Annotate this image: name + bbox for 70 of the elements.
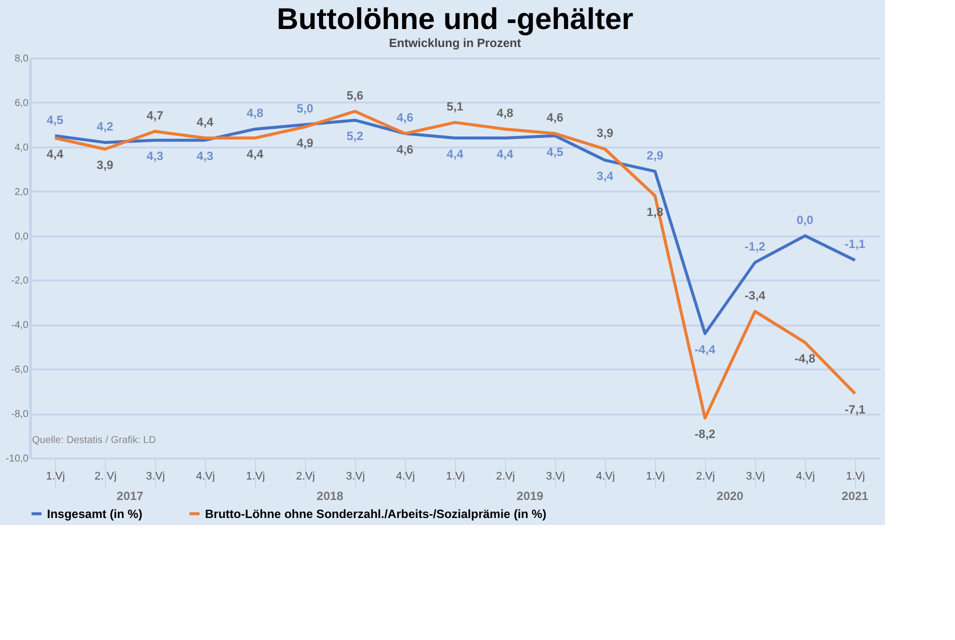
data-label: 4,4 — [496, 147, 514, 161]
data-label: 3,9 — [596, 126, 614, 140]
text: 2021 — [842, 489, 869, 503]
data-label: 5,2 — [346, 129, 364, 144]
chart-subtitle: Entwicklung in Prozent — [388, 36, 522, 50]
y-tick-label: -6,0 — [11, 364, 29, 376]
legend-label: Insgesamt (in %) — [47, 506, 142, 521]
data-label: 4,8 — [496, 106, 514, 120]
x-tick-label: 4.Vj — [396, 470, 415, 482]
x-tick-label: 1.Vj — [846, 470, 865, 482]
data-label: 4,7 — [146, 108, 164, 122]
y-tick-label: 6,0 — [14, 98, 29, 109]
x-tick-label: 1.Vj — [446, 470, 465, 482]
data-label: 3,9 — [96, 158, 114, 172]
data-label: -1,2 — [744, 239, 766, 254]
chart-title: Buttolöhne und -gehälter — [276, 3, 634, 36]
y-tick-label: 0,0 — [14, 231, 29, 242]
y-tick-label: -10,0 — [6, 454, 29, 464]
data-label: 4,5 — [46, 112, 64, 127]
y-tick-label: -8,0 — [11, 409, 29, 420]
x-tick-label: 2.Vj — [296, 470, 315, 482]
y-tick-label: -2,0 — [11, 276, 29, 287]
x-tick-label: 3.Vj — [146, 470, 165, 482]
text: 2018 — [316, 489, 344, 503]
data-label: 5,1 — [446, 99, 464, 114]
data-label: 2,9 — [646, 148, 664, 162]
text: 2017 — [116, 489, 144, 503]
x-tick-label: 3.Vj — [346, 470, 365, 482]
x-tick-label: 1.Vj — [246, 470, 265, 482]
x-tick-label: 2. Vj — [94, 470, 117, 482]
x-tick-label: 2.Vj — [496, 470, 515, 482]
y-tick-label: 2,0 — [14, 186, 29, 198]
data-label: 4,6 — [546, 110, 564, 125]
data-label: 4,4 — [46, 147, 64, 161]
x-tick-label: 2.Vj — [696, 470, 715, 482]
data-label: -1,1 — [844, 237, 866, 252]
data-label: -4,4 — [694, 342, 716, 357]
data-label: -3,4 — [744, 288, 766, 302]
data-label: 4,4 — [446, 147, 464, 161]
data-label: 4,3 — [196, 149, 214, 164]
x-tick-label: 4.Vj — [196, 470, 215, 482]
x-tick-label: 4.Vj — [596, 470, 615, 482]
data-label: 5,6 — [346, 88, 364, 102]
data-label: -8,2 — [694, 427, 716, 441]
text: 2019 — [516, 489, 544, 503]
x-tick-label: 1.Vj — [46, 470, 65, 482]
data-label: 4,6 — [396, 110, 414, 125]
y-tick-label: 8,0 — [14, 54, 29, 64]
y-tick-label: -4,0 — [11, 320, 29, 332]
data-label: 3,4 — [596, 169, 614, 184]
data-label: 4,5 — [546, 144, 564, 159]
data-label: 0,0 — [796, 212, 814, 227]
data-label: 4,6 — [396, 142, 414, 157]
data-label: 4,3 — [146, 149, 164, 164]
data-label: 4,4 — [246, 147, 264, 161]
legend-label: Brutto-Löhne ohne Sonderzahl./Arbeits-/Sozialprämie (in %) — [205, 506, 546, 521]
annotation: Quelle: Destatis / Grafik: LD — [32, 435, 156, 446]
x-tick-label: 4.Vj — [796, 470, 815, 482]
text: 2020 — [716, 489, 744, 503]
x-tick-label: 1.Vj — [646, 470, 665, 482]
data-label: 5,0 — [296, 102, 314, 116]
x-tick-label: 3.Vj — [746, 470, 765, 482]
data-label: -4,8 — [794, 351, 816, 366]
data-label: 4,4 — [196, 115, 214, 129]
data-label: -7,1 — [844, 402, 866, 417]
data-label: 4,8 — [246, 106, 264, 120]
x-tick-label: 3.Vj — [546, 470, 565, 482]
y-tick-label: 4,0 — [14, 142, 29, 154]
data-label: 4,9 — [296, 136, 314, 150]
data-label: 4,2 — [96, 119, 114, 134]
